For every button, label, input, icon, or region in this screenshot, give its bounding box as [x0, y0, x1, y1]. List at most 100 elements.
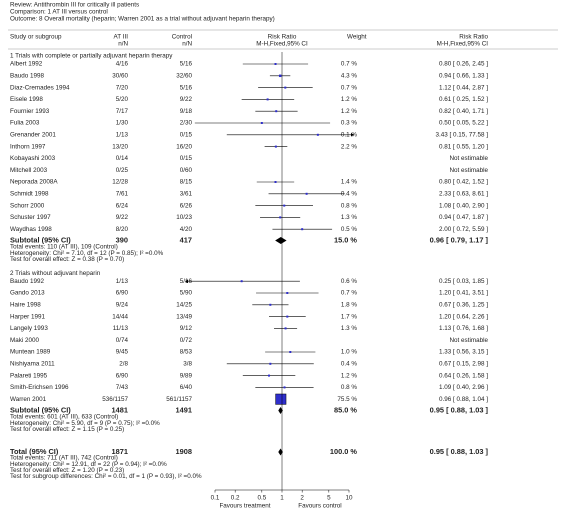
study-marker: [279, 216, 282, 219]
study-marker: [301, 228, 304, 231]
ci-arrow: [185, 279, 188, 284]
note: Total events: 110 (AT III), 109 (Control…: [10, 244, 118, 251]
diamond: [275, 237, 287, 244]
weight-cell: 0.5 %: [341, 226, 358, 233]
control-cell: 0/60: [180, 167, 193, 174]
at3-cell: 14/44: [112, 313, 128, 320]
weight-cell: 0.4 %: [341, 360, 358, 367]
weight-cell: 1.3 %: [341, 214, 358, 221]
control-cell: 0/72: [180, 337, 193, 344]
rr-cell: 1.09 [ 0.40, 2.96 ]: [439, 384, 488, 391]
study-name: Gando 2013: [10, 290, 45, 297]
rr-cell: 0.81 [ 0.55, 1.20 ]: [439, 143, 488, 150]
rr-cell: 0.80 [ 0.26, 2.45 ]: [439, 61, 488, 68]
rr-cell: 1.13 [ 0.76, 1.68 ]: [439, 325, 488, 332]
control-cell: 13/49: [176, 313, 192, 320]
study-marker: [284, 86, 287, 89]
rr-cell: 0.96 [ 0.88, 1.04 ]: [439, 396, 488, 403]
x-tick-label: 10: [345, 495, 353, 502]
study-name: Albert 1992: [10, 61, 43, 68]
weight-cell: 0.8 %: [341, 202, 358, 209]
rr-cell: 0.94 [ 0.47, 1.87 ]: [439, 214, 488, 221]
study-marker: [240, 280, 243, 283]
study-marker: [275, 393, 287, 405]
rr-cell: 0.50 [ 0.05, 5.22 ]: [439, 120, 488, 127]
control-cell: 10/23: [176, 214, 192, 221]
at3-cell: 6/90: [116, 290, 129, 297]
study-name: Schmidt 1998: [10, 190, 49, 197]
study-name: Subtotal (95% CI): [10, 405, 71, 414]
study-name: Muntean 1989: [10, 349, 51, 356]
at3-cell: 1871: [112, 447, 128, 456]
rr-cell: 1.08 [ 0.40, 2.90 ]: [439, 202, 488, 209]
outcome: Outcome: 8 Overall mortality (heparin; W…: [10, 16, 275, 23]
study-name: Baudo 1998: [10, 72, 44, 79]
study-marker: [275, 110, 278, 113]
rr-cell: 0.61 [ 0.25, 1.52 ]: [439, 96, 488, 103]
study-marker: [266, 98, 269, 101]
study-marker: [274, 63, 277, 65]
study-name: Baudo 1992: [10, 278, 44, 285]
favours-left: Favours treatment: [219, 503, 270, 510]
study-name: Schuster 1997: [10, 214, 51, 221]
study-marker: [286, 315, 289, 318]
study-name: Grenander 2001: [10, 131, 56, 138]
rr-cell: 1.20 [ 0.41, 3.51 ]: [439, 290, 488, 297]
study-marker: [268, 374, 271, 377]
rr-cell: 2.00 [ 0.72, 5.59 ]: [439, 226, 488, 233]
study-name: Harper 1991: [10, 313, 46, 320]
control-cell: 417: [180, 235, 192, 244]
study-name: Fournier 1993: [10, 108, 50, 115]
x-tick-label: 1: [280, 495, 284, 502]
rr-cell: 1.12 [ 0.44, 2.87 ]: [439, 84, 488, 91]
weight-cell: 15.0 %: [334, 235, 357, 244]
col-head: n/N: [118, 41, 128, 48]
control-cell: 6/40: [180, 384, 193, 391]
at3-cell: 7/17: [116, 108, 129, 115]
at3-cell: 9/24: [116, 301, 129, 308]
study-name: Neporada 2008A: [10, 179, 58, 186]
at3-cell: 1/13: [116, 278, 129, 285]
study-marker: [284, 327, 287, 330]
study-marker: [274, 145, 277, 148]
study-name: Subtotal (95% CI): [10, 235, 71, 244]
x-tick-label: 0.5: [257, 495, 266, 502]
at3-cell: 1/30: [116, 120, 129, 127]
at3-cell: 9/22: [116, 214, 129, 221]
study-marker: [305, 192, 308, 195]
at3-cell: 13/20: [112, 143, 128, 150]
weight-cell: 4.3 %: [341, 72, 358, 79]
col-head: Study or subgroup: [10, 34, 62, 41]
control-cell: 14/25: [176, 301, 192, 308]
study-name: Schorr 2000: [10, 202, 45, 209]
control-cell: 5/16: [180, 84, 193, 91]
x-tick-label: 5: [327, 495, 331, 502]
col-head: Risk Ratio: [268, 34, 297, 41]
control-cell: 8/15: [180, 179, 193, 186]
at3-cell: 4/16: [116, 61, 129, 68]
favours-right: Favours control: [298, 503, 341, 510]
diamond: [278, 407, 283, 414]
control-cell: 9/89: [180, 372, 193, 379]
rr-cell: 0.67 [ 0.36, 1.25 ]: [439, 301, 488, 308]
control-cell: 561/1157: [166, 396, 192, 403]
col-head: Control: [172, 34, 192, 41]
diamond: [278, 448, 283, 456]
rr-cell: 0.25 [ 0.03, 1.85 ]: [439, 278, 488, 285]
col-head: n/N: [182, 41, 192, 48]
weight-cell: 0.8 %: [341, 384, 358, 391]
rr-cell: 1.33 [ 0.56, 3.15 ]: [439, 349, 488, 356]
weight-cell: 1.7 %: [341, 313, 358, 320]
study-marker: [269, 362, 272, 365]
weight-cell: 0.4 %: [341, 190, 358, 197]
weight-cell: 0.6 %: [341, 278, 358, 285]
note: Test for subgroup differences: Chi² = 0.…: [10, 473, 202, 480]
rr-cell: Not estimable: [450, 337, 489, 344]
weight-cell: 1.4 %: [341, 179, 358, 186]
weight-cell: 2.2 %: [341, 143, 358, 150]
note: Test for overall effect: Z = 1.15 (P = 0…: [10, 426, 124, 433]
study-name: Palareti 1995: [10, 372, 48, 379]
control-cell: 1908: [176, 447, 192, 456]
study-marker: [283, 386, 286, 389]
